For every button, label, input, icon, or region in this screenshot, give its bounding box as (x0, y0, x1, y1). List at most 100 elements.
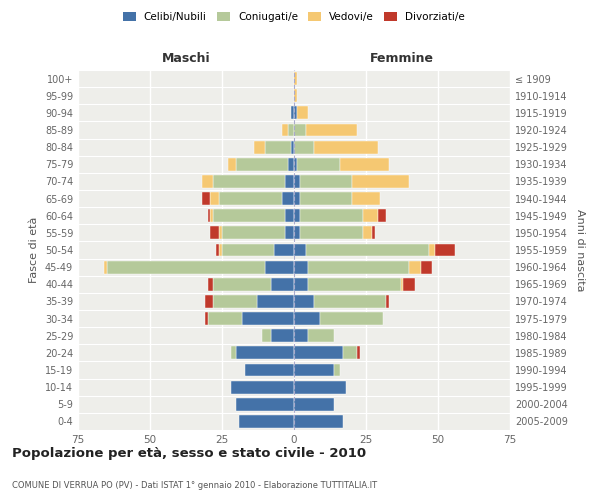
Y-axis label: Anni di nascita: Anni di nascita (575, 209, 584, 291)
Bar (211, 192, 219, 205)
Bar (300, 175, 352, 188)
Bar (386, 295, 389, 308)
Bar (308, 330, 334, 342)
Bar (271, 278, 294, 290)
Bar (308, 260, 409, 274)
Bar (271, 330, 294, 342)
Bar (372, 226, 374, 239)
Bar (236, 346, 294, 360)
Bar (363, 226, 372, 239)
Bar (254, 140, 265, 153)
Bar (294, 90, 297, 102)
Bar (216, 244, 219, 256)
Bar (377, 210, 386, 222)
Bar (228, 158, 236, 170)
Bar (340, 158, 389, 170)
Bar (208, 278, 214, 290)
Bar (202, 192, 211, 205)
Bar (219, 244, 222, 256)
Bar (211, 226, 219, 239)
Bar (435, 244, 455, 256)
Bar (294, 380, 346, 394)
Bar (288, 124, 294, 136)
Bar (286, 175, 294, 188)
Bar (294, 140, 314, 153)
Bar (308, 278, 401, 290)
Bar (236, 398, 294, 410)
Bar (401, 278, 403, 290)
Bar (297, 158, 340, 170)
Bar (208, 210, 211, 222)
Bar (297, 106, 308, 120)
Bar (222, 244, 274, 256)
Bar (208, 312, 242, 325)
Bar (314, 295, 386, 308)
Bar (286, 226, 294, 239)
Bar (236, 158, 288, 170)
Bar (294, 330, 308, 342)
Bar (294, 312, 320, 325)
Bar (214, 175, 286, 188)
Bar (286, 210, 294, 222)
Text: COMUNE DI VERRUA PO (PV) - Dati ISTAT 1° gennaio 2010 - Elaborazione TUTTITALIA.: COMUNE DI VERRUA PO (PV) - Dati ISTAT 1°… (12, 480, 377, 490)
Bar (294, 260, 308, 274)
Bar (363, 210, 377, 222)
Bar (343, 346, 358, 360)
Bar (274, 244, 294, 256)
Bar (305, 244, 430, 256)
Bar (314, 140, 377, 153)
Bar (291, 106, 294, 120)
Bar (283, 124, 288, 136)
Bar (294, 346, 343, 360)
Bar (230, 346, 236, 360)
Bar (430, 244, 435, 256)
Bar (409, 260, 421, 274)
Bar (265, 140, 291, 153)
Bar (294, 175, 300, 188)
Bar (219, 226, 222, 239)
Bar (245, 364, 294, 376)
Bar (294, 364, 334, 376)
Bar (300, 226, 363, 239)
Bar (205, 295, 214, 308)
Bar (421, 260, 432, 274)
Bar (294, 106, 297, 120)
Bar (288, 158, 294, 170)
Bar (294, 72, 297, 85)
Bar (320, 312, 383, 325)
Bar (214, 278, 271, 290)
Bar (222, 226, 286, 239)
Bar (294, 158, 297, 170)
Bar (334, 364, 340, 376)
Bar (283, 192, 294, 205)
Bar (214, 210, 286, 222)
Bar (294, 124, 305, 136)
Text: Femmine: Femmine (370, 52, 434, 65)
Bar (294, 192, 300, 205)
Bar (294, 295, 314, 308)
Bar (294, 210, 300, 222)
Bar (219, 192, 283, 205)
Bar (257, 295, 294, 308)
Bar (214, 295, 257, 308)
Bar (294, 278, 308, 290)
Bar (211, 210, 214, 222)
Bar (205, 312, 208, 325)
Bar (294, 398, 334, 410)
Bar (242, 312, 294, 325)
Bar (104, 260, 107, 274)
Text: Popolazione per età, sesso e stato civile - 2010: Popolazione per età, sesso e stato civil… (12, 448, 366, 460)
Bar (294, 415, 343, 428)
Bar (294, 244, 305, 256)
Bar (352, 175, 409, 188)
Bar (352, 192, 380, 205)
Bar (262, 330, 271, 342)
Bar (230, 380, 294, 394)
Bar (294, 226, 300, 239)
Y-axis label: Fasce di età: Fasce di età (29, 217, 39, 283)
Bar (403, 278, 415, 290)
Bar (265, 260, 294, 274)
Text: Maschi: Maschi (161, 52, 211, 65)
Bar (300, 192, 352, 205)
Bar (358, 346, 360, 360)
